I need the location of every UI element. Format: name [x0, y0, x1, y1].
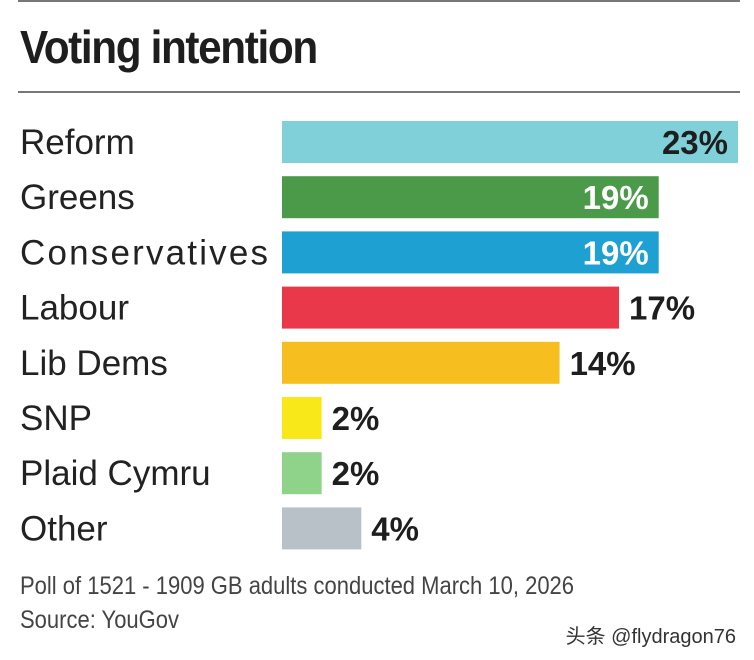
- bar-greens: [282, 176, 659, 219]
- category-label: Labour: [20, 289, 129, 328]
- data-label: 19%: [583, 234, 649, 271]
- category-label: Reform: [20, 123, 135, 162]
- data-label: 4%: [371, 510, 419, 547]
- bar-plaid-cymru: [282, 452, 322, 495]
- footer-source: Source: YouGov: [20, 606, 180, 634]
- bar-other: [282, 507, 362, 550]
- watermark: 头条 @flydragon76: [565, 626, 736, 648]
- data-label: 14%: [570, 345, 636, 382]
- bar-chart: Reform 23% Greens 19% Conservatives 19% Labour…: [20, 121, 738, 550]
- bar-labour: [282, 286, 620, 329]
- bar-conservatives: [282, 231, 659, 274]
- bar-snp: [282, 397, 322, 439]
- footer-note: Poll of 1521 - 1909 GB adults conducted …: [20, 572, 575, 600]
- category-label: Plaid Cymru: [20, 454, 211, 493]
- category-label: Lib Dems: [20, 344, 168, 383]
- category-label: Conservatives: [20, 233, 268, 272]
- data-label: 19%: [583, 179, 649, 216]
- title-rule: [18, 91, 740, 93]
- category-label: Other: [20, 509, 108, 548]
- category-label: Greens: [20, 178, 135, 217]
- bar-lib-dems: [282, 341, 560, 384]
- data-label: 2%: [332, 455, 380, 492]
- chart-title: Voting intention: [20, 21, 318, 73]
- category-label: SNP: [20, 399, 92, 438]
- data-label: 2%: [332, 400, 380, 437]
- bar-reform: [282, 121, 738, 163]
- top-rule: [18, 0, 740, 2]
- data-label: 17%: [629, 290, 695, 327]
- data-label: 23%: [662, 124, 728, 161]
